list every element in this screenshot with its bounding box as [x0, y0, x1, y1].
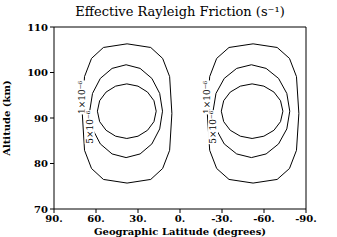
html-text:Effective Rayleigh Friction (s: Effective Rayleigh Friction (s⁻¹) — [75, 4, 285, 19]
svg-text:80: 80 — [34, 158, 48, 169]
svg-text:5×10⁻⁶: 5×10⁻⁶ — [208, 110, 218, 143]
svg-text:Geographic Latitude (degrees): Geographic Latitude (degrees) — [94, 226, 266, 237]
svg-text:1×10⁻⁶: 1×10⁻⁶ — [202, 81, 212, 114]
svg-text:0.: 0. — [175, 213, 185, 224]
svg-text:70: 70 — [34, 204, 48, 215]
svg-text:30.: 30. — [129, 213, 146, 224]
svg-text:1×10⁻⁶: 1×10⁻⁶ — [77, 81, 87, 114]
svg-text:60.: 60. — [87, 213, 104, 224]
svg-text:100: 100 — [27, 67, 48, 78]
svg-text:90.: 90. — [45, 213, 62, 224]
svg-text:-60.: -60. — [253, 213, 275, 224]
svg-text:Altitude (km): Altitude (km) — [8, 80, 12, 157]
svg-text:110: 110 — [27, 22, 48, 33]
svg-text:-90.: -90. — [295, 213, 317, 224]
svg-text:-30.: -30. — [211, 213, 233, 224]
svg-text:5×10⁻⁶: 5×10⁻⁶ — [85, 110, 95, 143]
svg-text:90: 90 — [34, 113, 48, 124]
